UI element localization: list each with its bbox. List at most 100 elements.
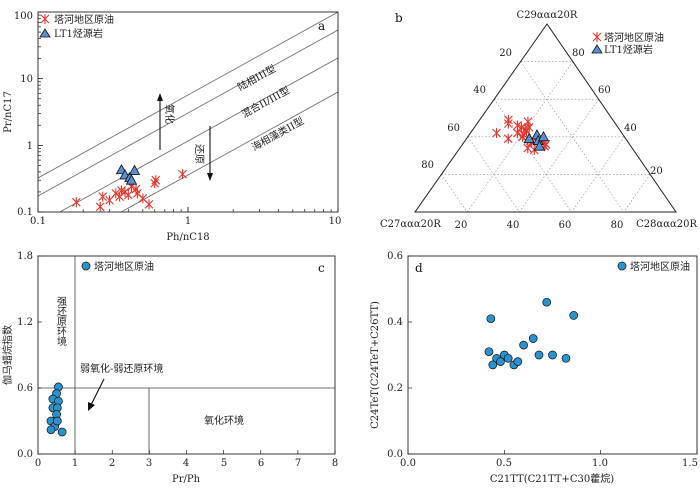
oil-point-c-11 xyxy=(52,416,62,426)
panel-a-boundary-lines xyxy=(38,12,338,212)
tb-left-40: 40 xyxy=(473,85,486,96)
oil-point-d-10 xyxy=(542,297,552,307)
oil-point-d-0 xyxy=(484,347,494,357)
panel-d: 0.0 0.5 1.0 1.5 0.0 0.2 0.4 0.6 C21TT(C2… xyxy=(370,251,698,485)
annotation-continental: 陆相III型 xyxy=(235,62,278,94)
panel-a-legend: 塔河地区原油 LT1烃源岩 xyxy=(39,13,114,40)
legend-rock-label-b: LT1烃源岩 xyxy=(604,43,653,56)
panel-c-xtick-4: 4 xyxy=(183,458,189,469)
tb-bottom-80: 80 xyxy=(611,220,624,231)
oil-point-d-7 xyxy=(519,340,528,350)
panel-b-label: b xyxy=(395,11,403,25)
oil-point-d-11 xyxy=(548,350,557,360)
rock-point-a-3 xyxy=(128,164,141,175)
legend-oil-label-b: 塔河地区原油 xyxy=(604,31,664,44)
tb-right-80: 80 xyxy=(572,48,585,59)
panel-a-xtick-0: 0.1 xyxy=(30,216,46,227)
oil-point-b-1 xyxy=(504,114,513,125)
panel-d-xtick-0: 0.0 xyxy=(400,458,416,469)
rock-point-a-4 xyxy=(125,174,138,185)
weak-arrow xyxy=(90,378,105,406)
oil-point-a-11 xyxy=(133,188,142,199)
oil-point-a-2 xyxy=(98,191,108,202)
panel-c: 0 1 2 3 4 5 6 7 8 0.0 0.6 1.2 1.8 Pr/Ph … xyxy=(1,251,338,485)
panel-b-points xyxy=(492,114,551,155)
boundary-line-1 xyxy=(38,12,338,179)
annotation-oxidizing: 氧化环境 xyxy=(204,414,244,427)
panel-a-frame xyxy=(37,11,339,213)
ternary-right-label: C28ααα20R xyxy=(636,219,697,230)
tb-right-20: 20 xyxy=(650,166,663,177)
panel-c-ticks xyxy=(37,255,336,455)
oil-point-c-9 xyxy=(46,425,56,435)
panel-a-ytick-2: 10 xyxy=(20,74,33,85)
panel-d-xtick-3: 1.5 xyxy=(682,458,698,469)
oil-point-a-1 xyxy=(95,201,105,212)
oil-point-b-18 xyxy=(523,143,533,154)
panel-d-frame xyxy=(407,255,698,455)
panel-a-ytick-0: 0.1 xyxy=(17,207,33,218)
panel-a-ytick-3: 100 xyxy=(14,11,33,22)
legend-oil-marker-b xyxy=(592,32,602,42)
panel-c-ylabel: 伽马蜡烷指数 xyxy=(1,325,14,385)
oil-point-d-4 xyxy=(503,353,513,363)
reduction-arrow-head xyxy=(207,173,213,181)
legend-oil-label: 塔河地区原油 xyxy=(54,13,114,26)
grid-b-c27 xyxy=(441,174,468,213)
oil-point-d-9 xyxy=(534,350,544,360)
panel-c-xtick-6: 6 xyxy=(258,458,264,469)
panel-c-xtick-2: 2 xyxy=(109,458,115,469)
legend-rock-label: LT1烃源岩 xyxy=(54,27,103,40)
panel-c-region-lines xyxy=(38,256,335,454)
panel-c-points xyxy=(46,382,67,437)
tb-right-40: 40 xyxy=(624,123,637,134)
oil-point-d-1 xyxy=(488,360,498,370)
rock-point-b-2 xyxy=(533,140,546,151)
ternary-left-label: C27ααα20R xyxy=(380,219,441,230)
panel-c-xtick-0: 0 xyxy=(35,458,41,469)
oil-point-a-14 xyxy=(150,178,160,189)
oil-point-a-16 xyxy=(178,169,187,180)
panel-c-xtick-5: 5 xyxy=(221,458,227,469)
panel-c-frame xyxy=(37,255,336,455)
oil-point-d-6 xyxy=(513,357,523,366)
panel-a-xtick-2: 10 xyxy=(329,216,342,227)
panel-c-legend: 塔河地区原油 xyxy=(81,260,154,273)
panel-a-label: a xyxy=(318,19,325,33)
tb-bottom-60: 60 xyxy=(559,220,572,231)
panel-d-ytick-3: 0.6 xyxy=(387,251,403,262)
panel-c-xtick-3: 3 xyxy=(146,458,152,469)
annotation-reduction: 还原 xyxy=(193,144,205,164)
panel-a-ticks xyxy=(37,11,339,213)
oil-point-c-10 xyxy=(57,427,67,437)
panel-d-ylabel: C24TeT(C24TeT+C26TT) xyxy=(370,301,381,429)
panel-d-xtick-1: 0.5 xyxy=(496,458,512,469)
oil-point-d-13 xyxy=(569,311,579,320)
legend-label-c: 塔河地区原油 xyxy=(94,260,154,273)
oil-point-a-5 xyxy=(115,191,124,202)
grid-b-c28 xyxy=(519,99,599,213)
panel-c-ytick-2: 1.2 xyxy=(17,317,33,328)
oxidation-arrow-head xyxy=(157,93,163,101)
panel-d-ytick-2: 0.4 xyxy=(387,317,403,328)
panel-c-xtick-7: 7 xyxy=(295,458,301,469)
rock-point-b-4 xyxy=(537,130,550,142)
boundary-line-2 xyxy=(38,29,338,197)
tb-right-60: 60 xyxy=(598,85,611,96)
annotation-oxidation: 氧化 xyxy=(163,104,176,124)
panel-b-triangle xyxy=(414,23,677,213)
oil-point-b-19 xyxy=(524,122,534,133)
oil-point-d-8 xyxy=(528,334,538,343)
oil-point-a-9 xyxy=(123,189,133,200)
grid-b-c28 xyxy=(623,174,651,213)
ternary-top-label: C29ααα20R xyxy=(517,10,578,21)
panel-c-label: c xyxy=(318,261,325,275)
oil-point-b-7 xyxy=(513,128,522,139)
tb-left-20: 20 xyxy=(499,48,512,59)
panel-d-xtick-2: 1.0 xyxy=(592,458,608,469)
grid-b-c27 xyxy=(467,136,520,213)
panel-a-ylabel: Pr/nC17 xyxy=(3,91,14,133)
panel-c-xlabel: Pr/Ph xyxy=(172,474,201,485)
oil-point-a-15 xyxy=(151,175,161,186)
panel-c-ytick-0: 0.0 xyxy=(17,449,33,460)
